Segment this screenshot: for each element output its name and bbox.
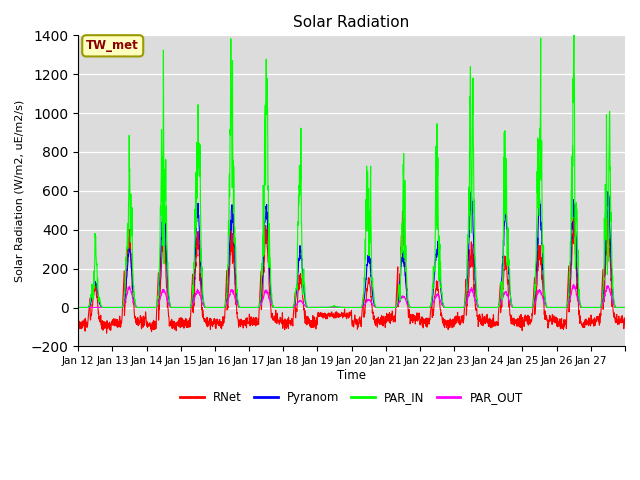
RNet [129, 290, 137, 296]
PAR_IN [516, 305, 524, 311]
PAR_OUT [621, 305, 629, 311]
PAR_OUT [547, 305, 555, 311]
RNet [385, 318, 392, 324]
X-axis label: Time: Time [337, 369, 366, 382]
RNet [621, 320, 629, 325]
PAR_OUT [570, 282, 577, 288]
PAR_OUT [74, 305, 82, 311]
PAR_IN [547, 305, 555, 311]
PAR_IN [385, 305, 392, 311]
Pyranom [74, 305, 82, 311]
Line: PAR_OUT: PAR_OUT [78, 285, 625, 308]
Line: Pyranom: Pyranom [78, 192, 625, 308]
RNet [103, 330, 111, 336]
Text: TW_met: TW_met [86, 39, 139, 52]
Pyranom [516, 305, 524, 311]
RNet [399, 208, 406, 214]
Pyranom [385, 305, 392, 311]
PAR_OUT [385, 305, 392, 311]
RNet [74, 325, 82, 331]
Line: RNet: RNet [78, 211, 625, 333]
PAR_OUT [614, 305, 621, 311]
RNet [247, 314, 255, 320]
PAR_IN [74, 305, 82, 311]
Legend: RNet, Pyranom, PAR_IN, PAR_OUT: RNet, Pyranom, PAR_IN, PAR_OUT [175, 386, 527, 409]
PAR_IN [247, 305, 255, 311]
Title: Solar Radiation: Solar Radiation [294, 15, 410, 30]
Line: PAR_IN: PAR_IN [78, 7, 625, 308]
RNet [614, 322, 621, 327]
RNet [548, 316, 556, 322]
PAR_OUT [129, 296, 136, 301]
Pyranom [604, 189, 612, 194]
PAR_IN [570, 4, 578, 10]
Y-axis label: Solar Radiation (W/m2, uE/m2/s): Solar Radiation (W/m2, uE/m2/s) [15, 100, 25, 282]
PAR_IN [621, 305, 629, 311]
RNet [516, 321, 524, 326]
PAR_OUT [516, 305, 524, 311]
PAR_IN [129, 270, 136, 276]
Pyranom [614, 305, 621, 311]
Pyranom [621, 305, 629, 311]
Pyranom [129, 286, 136, 291]
Pyranom [247, 305, 255, 311]
PAR_IN [614, 305, 621, 311]
PAR_OUT [247, 305, 255, 311]
Pyranom [547, 305, 555, 311]
